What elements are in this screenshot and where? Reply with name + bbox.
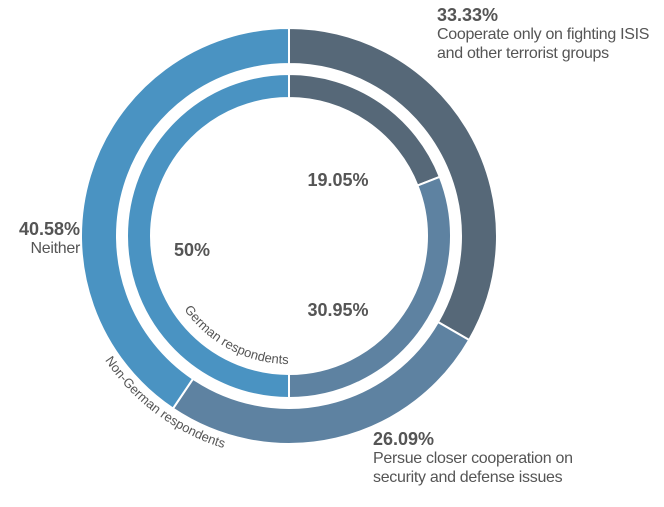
value-label: 40.58% <box>18 219 80 239</box>
category-label: 33.33% Cooperate only on fighting ISIS an… <box>437 6 662 63</box>
value-label: 33.33% <box>437 5 499 25</box>
category-label: 26.09% Persue closer cooperation on secur… <box>373 430 623 487</box>
value-label: 19.05% <box>307 170 368 190</box>
category-text: Cooperate only on fighting ISIS and othe… <box>437 26 650 62</box>
slice <box>80 26 290 411</box>
category-text: Persue closer cooperation on security an… <box>373 450 573 486</box>
category-text: Neither <box>30 240 81 257</box>
value-label: 50% <box>174 240 210 260</box>
category-label: 40.58% Neither <box>0 220 80 258</box>
slice <box>126 72 290 400</box>
value-label: 30.95% <box>307 300 368 320</box>
value-label: 26.09% <box>373 429 435 449</box>
